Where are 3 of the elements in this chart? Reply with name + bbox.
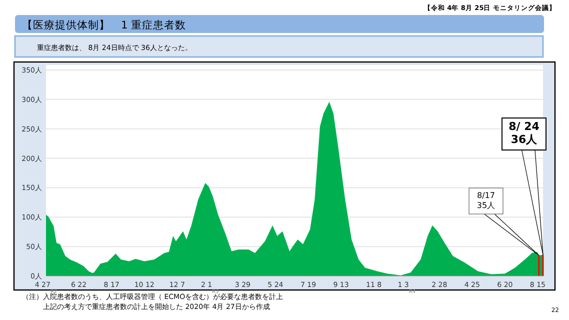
annotation: 8/ 24 36人 bbox=[508, 120, 540, 146]
annotation: 8/17 35人 bbox=[476, 191, 496, 210]
chart-title: 【医療提供体制】 1 重症患者数 bbox=[22, 18, 186, 32]
